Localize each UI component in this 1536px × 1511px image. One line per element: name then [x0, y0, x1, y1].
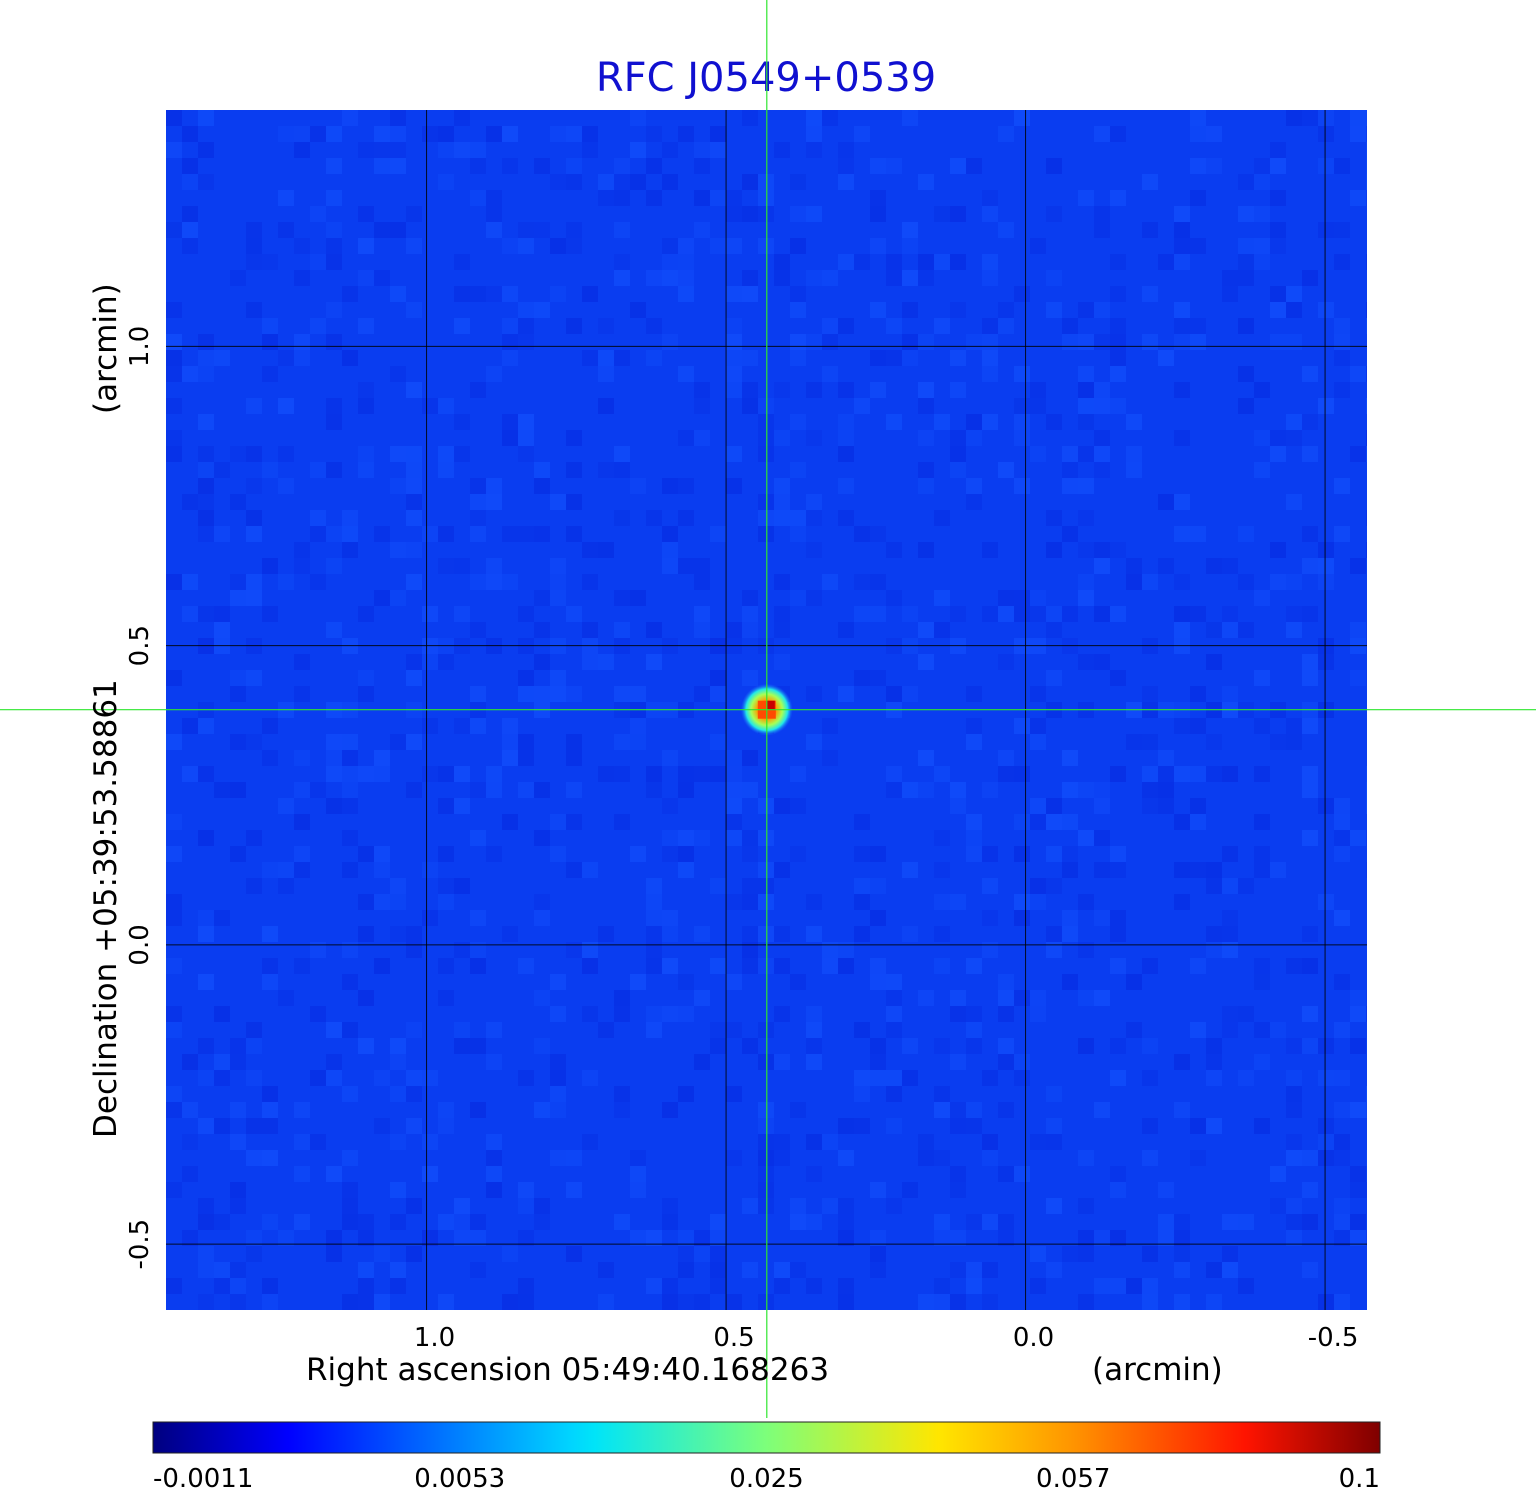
- y-axis-unit: (arcmin): [88, 283, 124, 414]
- colorbar-tick-labels: -0.0011 0.0053 0.025 0.057 0.1: [153, 1464, 1380, 1494]
- y-axis-label: Declination +05:39:53.58861: [88, 679, 124, 1138]
- x-tick-label: -0.5: [1308, 1323, 1359, 1353]
- colorbar-tick-label: -0.0011: [153, 1464, 253, 1494]
- y-tick-label: 1.0: [125, 326, 155, 367]
- colorbar: [152, 1421, 1381, 1454]
- chart-title: RFC J0549+0539: [596, 55, 936, 101]
- x-tick-label: 1.0: [414, 1323, 455, 1353]
- colorbar-tick-label: 0.025: [729, 1464, 803, 1494]
- x-axis-label: Right ascension 05:49:40.168263: [306, 1352, 829, 1388]
- x-tick-labels: 1.0 0.5 0.0 -0.5: [414, 1323, 1359, 1353]
- colorbar-tick-label: 0.0053: [414, 1464, 505, 1494]
- crosshair: [0, 0, 1536, 1418]
- source-peak: [766, 700, 775, 710]
- y-tick-labels: 1.0 0.5 0.0 -0.5: [125, 326, 155, 1270]
- y-tick-label: -0.5: [125, 1219, 155, 1270]
- x-axis-unit: (arcmin): [1092, 1352, 1223, 1388]
- x-tick-label: 0.5: [713, 1323, 754, 1353]
- y-tick-label: 0.5: [125, 625, 155, 666]
- x-tick-label: 0.0: [1013, 1323, 1054, 1353]
- y-tick-label: 0.0: [125, 924, 155, 965]
- image-noise: [166, 110, 1367, 1310]
- colorbar-tick-label: 0.057: [1036, 1464, 1110, 1494]
- colorbar-tick-label: 0.1: [1339, 1464, 1380, 1494]
